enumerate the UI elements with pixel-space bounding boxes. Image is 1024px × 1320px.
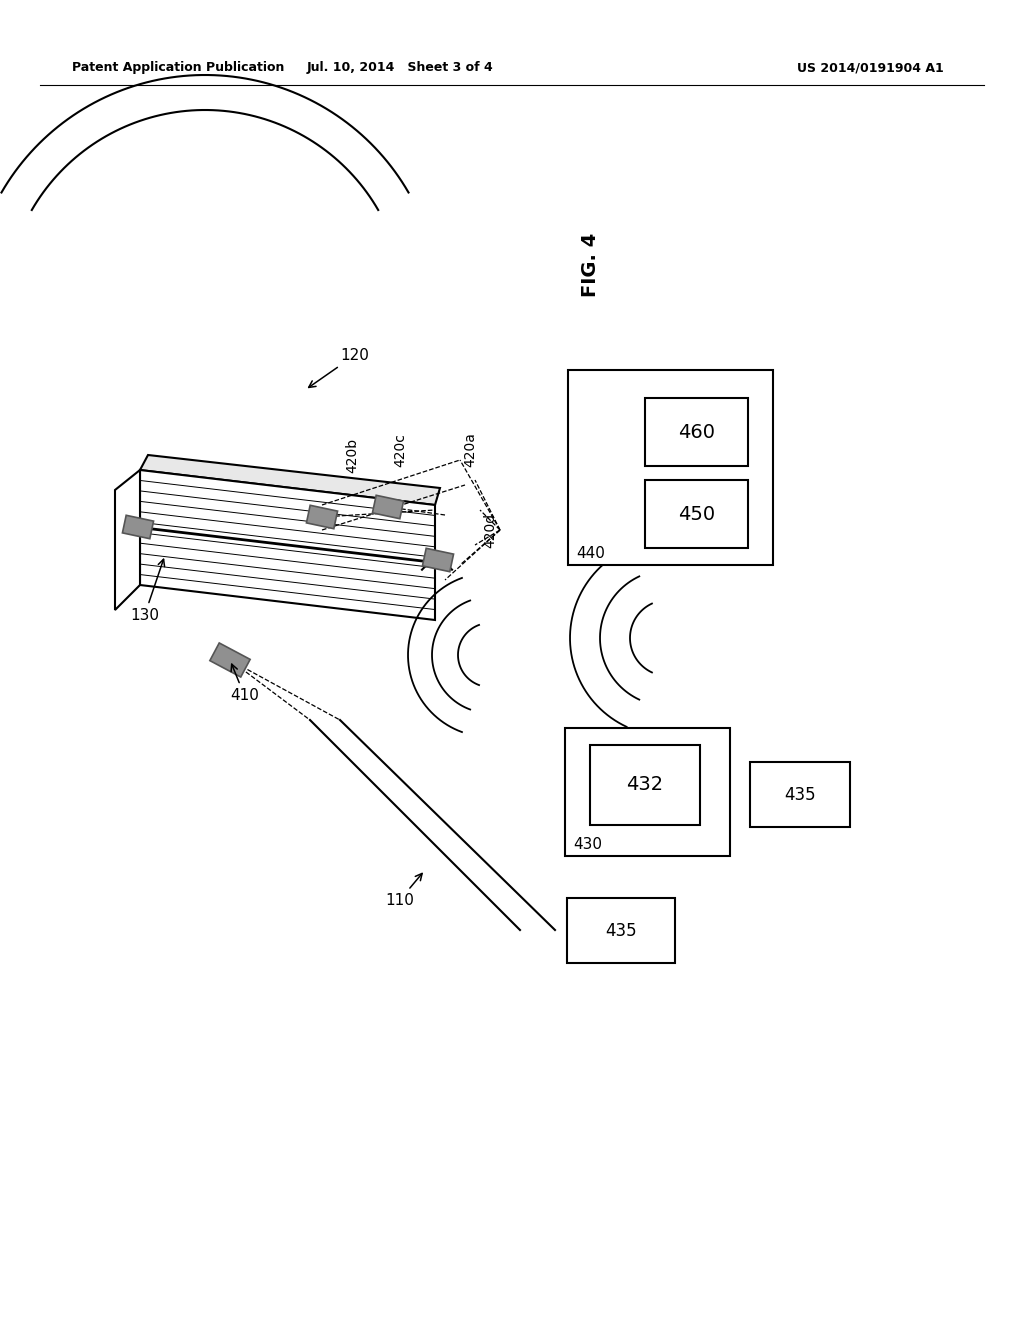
Text: 110: 110 bbox=[385, 874, 422, 908]
Text: 435: 435 bbox=[784, 785, 816, 804]
Bar bbox=[645, 399, 748, 466]
Bar bbox=[590, 744, 700, 825]
Bar bbox=[123, 515, 154, 539]
Text: 420a: 420a bbox=[463, 433, 477, 467]
Text: Jul. 10, 2014   Sheet 3 of 4: Jul. 10, 2014 Sheet 3 of 4 bbox=[306, 62, 494, 74]
Bar bbox=[373, 495, 403, 519]
Text: 432: 432 bbox=[627, 776, 664, 795]
Text: Patent Application Publication: Patent Application Publication bbox=[72, 62, 285, 74]
Bar bbox=[423, 548, 454, 572]
Polygon shape bbox=[140, 470, 435, 620]
Text: 460: 460 bbox=[678, 422, 715, 441]
Text: 435: 435 bbox=[605, 921, 637, 940]
Bar bbox=[750, 762, 850, 828]
Text: 430: 430 bbox=[573, 837, 602, 851]
Bar bbox=[568, 370, 773, 565]
Text: 410: 410 bbox=[230, 664, 259, 704]
Text: 420b: 420b bbox=[345, 437, 359, 473]
Text: 120: 120 bbox=[308, 348, 369, 388]
Bar bbox=[565, 729, 730, 855]
Bar bbox=[306, 506, 338, 529]
Text: 420c: 420c bbox=[393, 433, 407, 467]
Bar bbox=[645, 480, 748, 548]
Text: 450: 450 bbox=[678, 504, 715, 524]
Polygon shape bbox=[115, 470, 140, 610]
Text: US 2014/0191904 A1: US 2014/0191904 A1 bbox=[797, 62, 943, 74]
Text: 440: 440 bbox=[575, 546, 605, 561]
Polygon shape bbox=[140, 455, 440, 506]
Text: FIG. 4: FIG. 4 bbox=[581, 232, 599, 297]
Bar bbox=[567, 898, 675, 964]
Text: 420d: 420d bbox=[483, 512, 497, 548]
Bar bbox=[210, 643, 250, 677]
Text: 130: 130 bbox=[130, 560, 165, 623]
